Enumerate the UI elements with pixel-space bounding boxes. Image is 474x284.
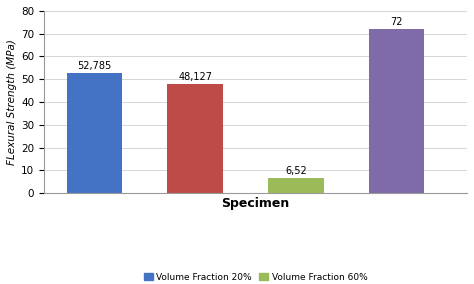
Bar: [67, 73, 122, 193]
Text: 72: 72: [390, 17, 403, 27]
Legend: Volume Fraction 20%, Volume Fraction 40%, Volume Fraction 60%, ABS Material: Volume Fraction 20%, Volume Fraction 40%…: [140, 269, 371, 284]
Bar: [167, 83, 223, 193]
Text: 48,127: 48,127: [178, 72, 212, 82]
X-axis label: Specimen: Specimen: [221, 197, 290, 210]
Bar: [369, 29, 424, 193]
Y-axis label: FLexural Strength (MPa): FLexural Strength (MPa): [7, 39, 17, 165]
Text: 6,52: 6,52: [285, 166, 307, 176]
Bar: [268, 178, 323, 193]
Text: 52,785: 52,785: [77, 61, 111, 71]
